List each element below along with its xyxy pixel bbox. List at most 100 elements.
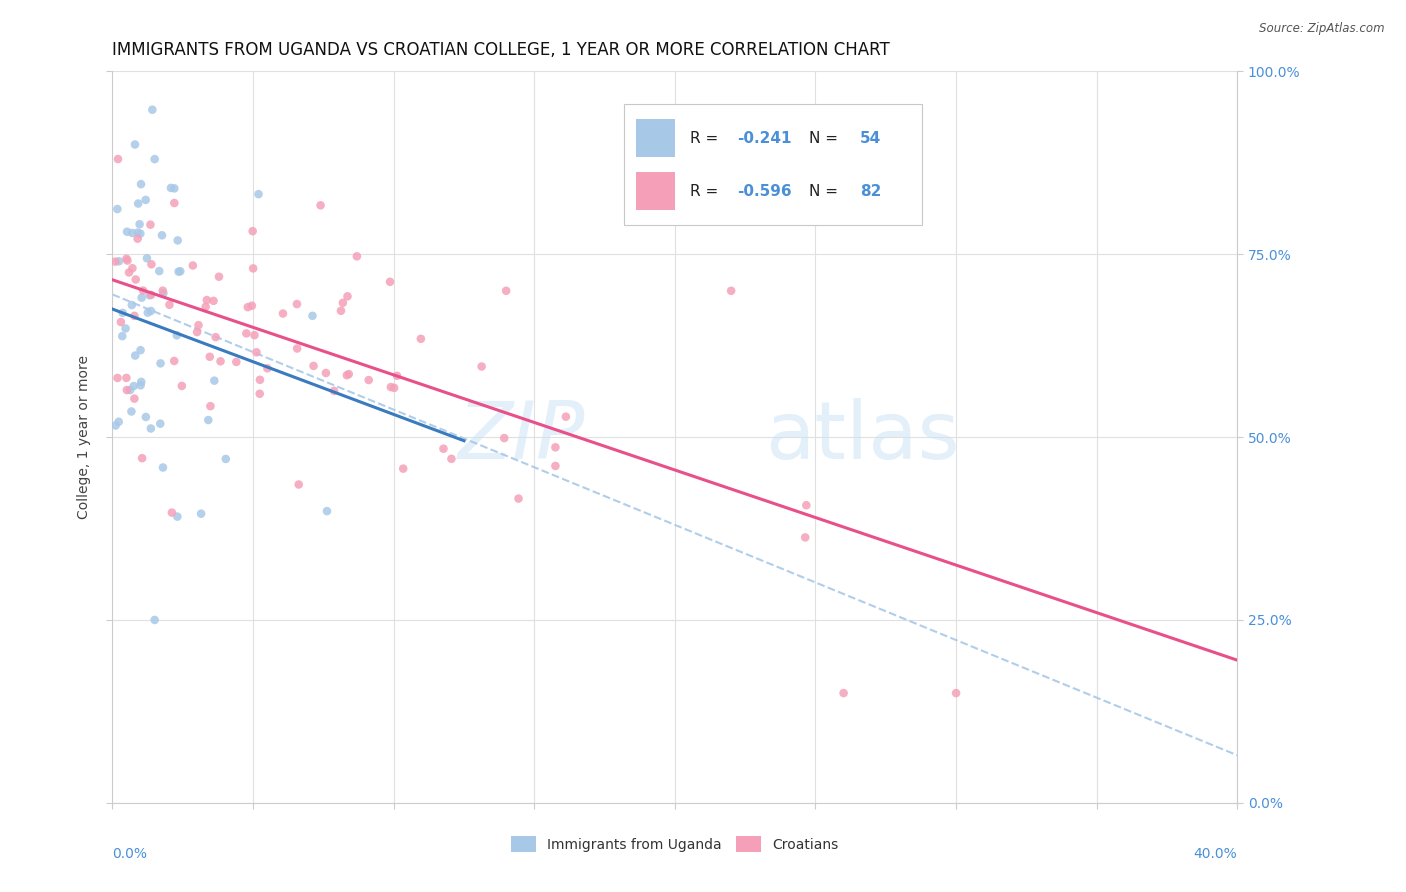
Point bbox=[124, 309, 146, 323]
FancyBboxPatch shape bbox=[636, 172, 675, 211]
Point bbox=[127, 232, 149, 246]
Point bbox=[148, 264, 170, 278]
Point bbox=[129, 378, 152, 392]
Point bbox=[141, 103, 163, 117]
Point bbox=[152, 460, 174, 475]
Point bbox=[127, 196, 149, 211]
Point bbox=[152, 286, 174, 301]
Point bbox=[169, 264, 191, 278]
Point bbox=[105, 202, 128, 216]
Point bbox=[242, 261, 264, 276]
Point bbox=[544, 440, 567, 454]
Point bbox=[378, 275, 401, 289]
Point bbox=[163, 196, 186, 211]
Point bbox=[336, 368, 359, 383]
Point bbox=[215, 452, 238, 467]
Point bbox=[115, 371, 138, 385]
Point bbox=[382, 381, 405, 395]
Point bbox=[544, 458, 567, 473]
Point bbox=[208, 269, 231, 284]
Point bbox=[181, 259, 204, 273]
Point bbox=[149, 356, 172, 370]
Point bbox=[150, 228, 173, 243]
Point bbox=[115, 225, 138, 239]
Point bbox=[139, 304, 162, 318]
Point bbox=[242, 224, 264, 238]
Text: -0.241: -0.241 bbox=[738, 130, 792, 145]
Point bbox=[204, 330, 226, 344]
Point bbox=[122, 379, 145, 393]
Point bbox=[432, 442, 454, 456]
Point bbox=[132, 284, 155, 298]
FancyBboxPatch shape bbox=[636, 119, 675, 157]
Point bbox=[249, 386, 271, 401]
Point bbox=[832, 686, 855, 700]
Point bbox=[131, 291, 153, 305]
Point bbox=[225, 355, 247, 369]
Point bbox=[139, 218, 162, 232]
Point bbox=[129, 227, 152, 241]
Point bbox=[332, 295, 354, 310]
Point bbox=[129, 375, 152, 389]
Point bbox=[166, 328, 188, 343]
Point bbox=[336, 289, 359, 303]
Point bbox=[125, 272, 148, 286]
Point bbox=[357, 373, 380, 387]
Point bbox=[440, 451, 463, 466]
Point bbox=[202, 374, 225, 388]
Point bbox=[337, 367, 360, 381]
Point bbox=[136, 252, 159, 266]
Point bbox=[138, 288, 160, 302]
Point bbox=[243, 328, 266, 343]
Point bbox=[200, 399, 222, 413]
Point bbox=[256, 361, 278, 376]
Point bbox=[117, 253, 139, 268]
Point bbox=[115, 252, 138, 266]
Text: R =: R = bbox=[690, 130, 723, 145]
Point bbox=[107, 371, 129, 385]
Point bbox=[945, 686, 967, 700]
Point bbox=[107, 415, 129, 429]
Point bbox=[124, 392, 146, 406]
Point bbox=[135, 409, 157, 424]
Text: 40.0%: 40.0% bbox=[1194, 847, 1237, 861]
Point bbox=[194, 300, 217, 314]
Point bbox=[143, 613, 166, 627]
Point bbox=[190, 507, 212, 521]
Point bbox=[198, 350, 221, 364]
Point bbox=[794, 530, 817, 544]
Point bbox=[166, 234, 188, 248]
Point bbox=[163, 354, 186, 368]
Point bbox=[409, 332, 432, 346]
FancyBboxPatch shape bbox=[624, 104, 922, 225]
Point bbox=[236, 300, 259, 314]
Point bbox=[159, 298, 181, 312]
Point bbox=[271, 306, 294, 320]
Point bbox=[794, 498, 817, 512]
Point bbox=[111, 329, 134, 343]
Point bbox=[127, 226, 149, 240]
Point bbox=[152, 284, 174, 298]
Point bbox=[163, 181, 186, 195]
Point bbox=[195, 293, 218, 307]
Point bbox=[111, 306, 134, 320]
Legend: Immigrants from Uganda, Croatians: Immigrants from Uganda, Croatians bbox=[506, 830, 844, 858]
Point bbox=[114, 321, 136, 335]
Point bbox=[495, 284, 517, 298]
Point bbox=[131, 451, 153, 466]
Text: 54: 54 bbox=[859, 130, 882, 145]
Point bbox=[135, 193, 157, 207]
Point bbox=[494, 431, 516, 445]
Point bbox=[245, 345, 267, 359]
Point bbox=[330, 303, 353, 318]
Point bbox=[209, 354, 232, 368]
Point bbox=[110, 315, 132, 329]
Point bbox=[249, 373, 271, 387]
Point bbox=[141, 257, 163, 271]
Point bbox=[124, 349, 146, 363]
Point bbox=[121, 226, 143, 240]
Point bbox=[107, 152, 129, 166]
Point bbox=[139, 421, 162, 435]
Text: 82: 82 bbox=[859, 184, 882, 199]
Point bbox=[554, 409, 576, 424]
